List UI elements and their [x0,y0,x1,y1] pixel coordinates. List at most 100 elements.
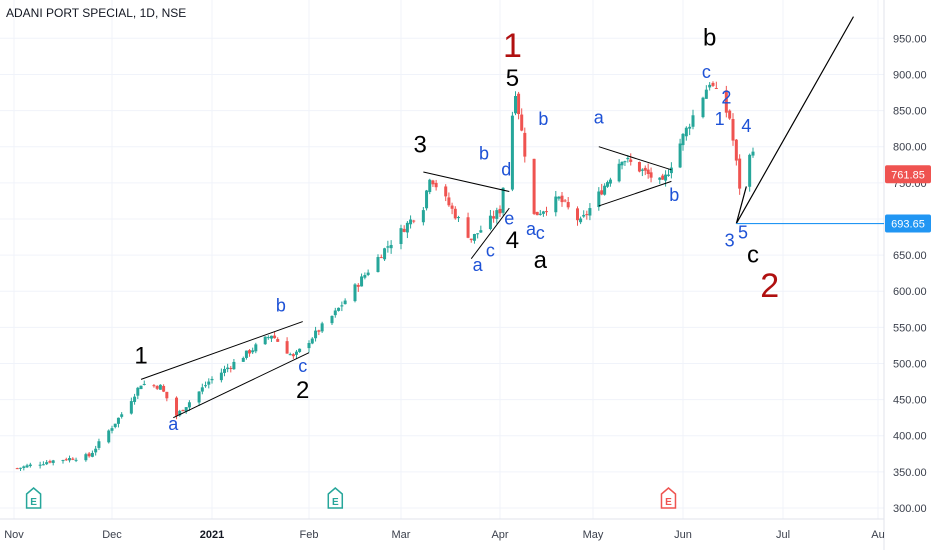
candle-body [469,238,473,241]
candle-body [113,423,117,428]
candle [608,177,612,187]
time-axis[interactable]: Nov Dec 2021 Feb Mar Apr May Jun Jul Au [4,529,885,541]
last-price-badge [885,165,931,184]
candle [603,183,607,196]
candle [87,451,91,458]
candle [248,349,252,357]
earnings-event-icon[interactable]: E [25,487,42,509]
candle [600,183,604,196]
candle-body [162,385,166,392]
candle [229,365,233,373]
candle-body [585,214,589,216]
time-tick-label: Nov [4,529,24,541]
candle [337,307,341,312]
candle-body [425,190,429,209]
candle [19,467,23,471]
event-marker-label: E [665,497,672,508]
candle-body [646,169,650,174]
candle-body [479,230,483,233]
candle [431,179,435,187]
candle [563,199,567,203]
candle-body [681,133,685,146]
candle-body [545,211,548,213]
candle [207,378,211,389]
candle [28,462,32,468]
candle [444,184,448,202]
candle-body [200,387,204,392]
candle-body [15,468,19,470]
candle [538,209,542,216]
earnings-event-icon[interactable]: E [660,487,677,509]
candle [129,397,133,415]
candle-body [453,208,457,219]
candle [678,138,682,169]
price-tick-label: 950.00 [893,33,927,45]
candle-body [421,210,425,223]
candle [447,192,451,207]
price-axis[interactable]: 300.00 350.00 400.00 450.00 500.00 550.00 600.… [893,33,927,515]
candle [510,111,514,192]
candle-body [330,315,334,324]
candle [210,376,214,384]
candle-body [582,214,586,217]
candle [688,123,692,136]
candle-body [495,210,499,219]
candle-body [229,367,233,369]
wave-label-black: 2 [296,377,309,404]
candle [597,187,601,211]
candle [724,85,728,118]
candle-body [226,367,230,370]
candle [219,368,223,383]
candle [379,254,383,259]
candle-body [714,88,718,90]
candle-body [204,385,208,387]
candle [649,167,653,183]
candle-body [666,174,670,176]
event-marker-label: E [332,497,339,508]
candle [310,337,314,345]
candle-body [563,200,567,202]
candle-body [263,336,267,345]
candle [640,168,644,177]
candle [360,273,364,287]
candle-body [64,459,68,461]
candle [450,202,454,215]
time-tick-label: Jun [674,529,692,541]
event-marker-label: E [30,497,37,508]
earnings-event-icon[interactable]: E [327,487,344,509]
candle-body [110,428,114,431]
candle [330,315,334,326]
candle [643,165,647,176]
candle-body [626,157,630,160]
candle [472,233,476,244]
candle-body [488,215,492,230]
wave-label-blue: b [276,295,286,315]
candle [133,393,137,405]
candle-body [520,114,524,131]
candle [113,423,117,429]
candle-body [399,228,403,245]
candle [263,336,267,345]
candle-body [751,151,755,156]
price-tick-label: 900.00 [893,69,927,81]
candle [711,81,715,87]
wave-label-black: a [534,247,548,274]
candle-body [158,384,162,390]
candle [383,247,387,261]
candle [425,189,429,211]
candle [38,461,42,469]
candle-body [363,275,367,278]
candle-body [456,217,460,219]
candle-body [219,372,223,381]
candle [74,457,78,463]
candle-body [68,458,72,461]
candle-body [606,182,610,187]
candle-body [557,196,561,199]
candle-body [688,126,692,129]
candle-body [129,401,133,414]
candle [197,391,201,406]
wave-label-blue: e [504,209,514,229]
candle [136,386,140,399]
